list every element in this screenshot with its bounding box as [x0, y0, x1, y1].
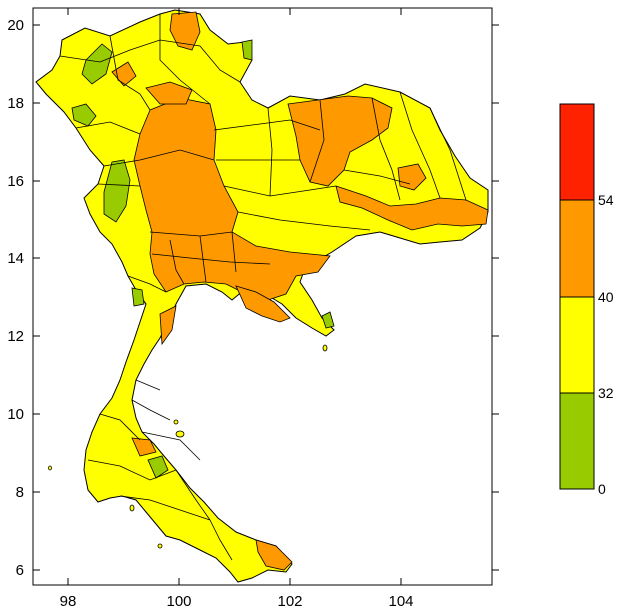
x-tick-label: 100 — [166, 593, 191, 610]
province-boundaries — [59, 14, 467, 561]
zone-high-south — [255, 539, 293, 571]
y-tick-label: 12 — [7, 328, 24, 345]
zone-high-north-tip — [169, 11, 201, 51]
y-tick-label: 6 — [16, 562, 24, 579]
zone-high-ubon — [397, 163, 427, 191]
legend-label: 32 — [598, 385, 614, 401]
y-axis-ticks — [33, 24, 499, 571]
legend-swatch-high — [559, 199, 595, 298]
islands — [48, 344, 328, 549]
zone-high-northeast — [287, 95, 393, 187]
legend-swatch-low — [559, 392, 595, 490]
legend-swatch-max — [559, 103, 595, 201]
y-tick-label: 20 — [7, 17, 24, 34]
zone-low-east-coast — [321, 311, 335, 329]
zone-high-east-coast — [235, 285, 291, 323]
x-tick-label: 102 — [277, 593, 302, 610]
zone-low-north — [81, 43, 113, 85]
zone-high-south-b — [131, 437, 157, 457]
zone-low-south — [147, 455, 169, 479]
legend-label: 54 — [598, 192, 614, 208]
y-tick-label: 18 — [7, 95, 24, 112]
x-tick-label: 104 — [388, 593, 413, 610]
zone-low-northeast-tip — [241, 39, 253, 61]
zone-high-east — [335, 185, 489, 231]
legend-swatch-mid — [559, 296, 595, 394]
x-tick-label: 98 — [60, 593, 77, 610]
legend-label: 40 — [598, 289, 614, 305]
x-axis-ticks — [67, 8, 402, 585]
y-tick-label: 16 — [7, 173, 24, 190]
zone-high-north-b — [145, 81, 193, 105]
zone-high-peninsula — [159, 305, 177, 346]
zone-low-northwest — [71, 103, 97, 127]
legend-colorbar: 54 40 32 0 — [559, 103, 614, 497]
y-tick-label: 14 — [7, 250, 24, 267]
zone-low-west-b — [131, 287, 145, 307]
y-tick-label: 8 — [16, 484, 24, 501]
legend-label: 0 — [598, 481, 606, 497]
zone-high-central — [133, 97, 331, 301]
y-tick-label: 10 — [7, 406, 24, 423]
zone-low-west — [103, 159, 131, 223]
